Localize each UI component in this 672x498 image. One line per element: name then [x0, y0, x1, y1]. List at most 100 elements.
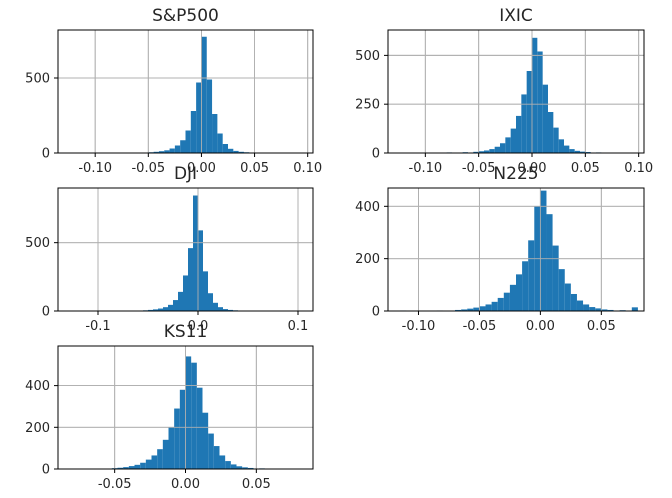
histogram-bar [158, 151, 165, 153]
histogram-bar [516, 274, 523, 311]
histogram-bar [548, 112, 554, 153]
histogram-bar [196, 82, 202, 153]
histogram-bar [497, 297, 504, 311]
histogram-bar [510, 128, 516, 153]
plot-frame [57, 29, 314, 154]
histogram-bar [217, 133, 223, 153]
histogram-bar [163, 307, 168, 311]
histogram-panel-ks11: -0.05 0.00 0.05 0 200 400 KS11 [25, 322, 314, 492]
histogram-bar [564, 145, 570, 153]
chart-title: N225 [493, 164, 538, 184]
x-tick-label: -0.05 [463, 319, 497, 334]
histogram-bar [168, 427, 175, 469]
y-tick-label: 200 [25, 421, 50, 436]
y-tick-label: 0 [42, 463, 50, 478]
histogram-bar [212, 114, 218, 153]
histogram-bar [485, 304, 492, 311]
histogram-bar [117, 467, 124, 469]
chart-title: S&P500 [152, 6, 219, 26]
x-tick-label: 0.05 [587, 319, 616, 334]
histogram-bar [478, 151, 484, 153]
histogram-bar [528, 240, 535, 311]
histogram-bar [168, 304, 173, 311]
histogram-bar [190, 111, 197, 153]
y-tick-label: 500 [25, 236, 50, 251]
histogram-bar [228, 309, 233, 311]
histogram-bar [174, 408, 180, 469]
histogram-bar [213, 302, 218, 311]
x-tick-label: -0.10 [402, 319, 436, 334]
histogram-bar [564, 283, 571, 311]
histogram-panel-ixic: -0.10 -0.05 0.00 0.05 0.10 0 250 500 IXIC [355, 6, 653, 176]
histogram-bar [247, 467, 254, 469]
histogram-bar [169, 148, 175, 153]
histogram-bar [540, 190, 547, 311]
y-tick-label: 0 [372, 305, 380, 320]
histogram-bar [455, 309, 462, 311]
histogram-bar [180, 140, 186, 153]
histogram-bar [228, 148, 234, 153]
histogram-bar [537, 51, 543, 153]
x-tick-label: 0.05 [571, 161, 600, 176]
histogram-bar [123, 467, 129, 469]
histogram-bar [522, 261, 529, 311]
histogram-bar [574, 150, 580, 153]
histogram-bar [473, 151, 479, 153]
chart-title: IXIC [499, 6, 533, 26]
x-tick-label: 0.05 [242, 477, 271, 492]
histogram-bar [494, 146, 500, 153]
histogram-bar [489, 149, 495, 153]
plot-frame [57, 187, 314, 312]
histogram-bar [521, 94, 527, 153]
histogram-bar [526, 71, 532, 153]
x-tick-label: 0.00 [526, 319, 555, 334]
histogram-bar [183, 275, 188, 311]
histogram-bar [188, 248, 193, 311]
histogram-bar [532, 37, 538, 153]
histogram-bar [461, 309, 468, 311]
histogram-bar [473, 307, 480, 311]
histogram-bar [134, 464, 141, 469]
y-tick-label: 0 [42, 305, 50, 320]
x-tick-label: 0.00 [171, 477, 200, 492]
histogram-bar [230, 464, 237, 469]
histogram-bar [546, 214, 553, 311]
histogram-bar [191, 362, 197, 469]
y-tick-label: 200 [355, 252, 380, 267]
histogram-bar [479, 306, 486, 311]
histogram-bar [185, 130, 191, 153]
x-tick-label: 0.1 [288, 319, 309, 334]
x-tick-label: 0.00 [518, 161, 547, 176]
histogram-bar [607, 309, 614, 311]
histogram-bar [576, 300, 584, 311]
histogram-bar [218, 307, 223, 311]
histogram-bar [213, 446, 220, 469]
histogram-bar [583, 304, 590, 311]
histogram-bar [196, 387, 203, 469]
histogram-panel-n225: -0.10 -0.05 0.00 0.05 0 200 400 N225 [355, 164, 645, 334]
histogram-bar [206, 79, 213, 153]
histogram-bar [542, 84, 548, 153]
histogram-bar [553, 127, 559, 153]
histogram-bar [140, 462, 146, 469]
histogram-bar [203, 271, 208, 311]
histogram-bar [158, 308, 163, 311]
histogram-bar [162, 439, 169, 469]
x-tick-label: -0.1 [85, 319, 110, 334]
histogram-bar [208, 293, 213, 311]
x-tick-label: -0.10 [78, 161, 112, 176]
histogram-bar [219, 455, 226, 469]
chart-title: DJI [174, 164, 197, 184]
y-tick-label: 400 [25, 379, 50, 394]
histogram-bar [178, 291, 183, 311]
histogram-bar [552, 245, 559, 311]
x-tick-label: 0.00 [187, 161, 216, 176]
histogram-bar [595, 308, 602, 311]
x-tick-label: -0.05 [98, 477, 132, 492]
x-tick-label: -0.05 [131, 161, 165, 176]
histogram-bar [509, 284, 516, 311]
histogram-bar [491, 301, 498, 311]
histogram-panel-dji: -0.1 0.0 0.1 0 500 DJI [25, 164, 314, 334]
histogram-bar [223, 309, 228, 311]
histogram-bar [580, 151, 586, 153]
